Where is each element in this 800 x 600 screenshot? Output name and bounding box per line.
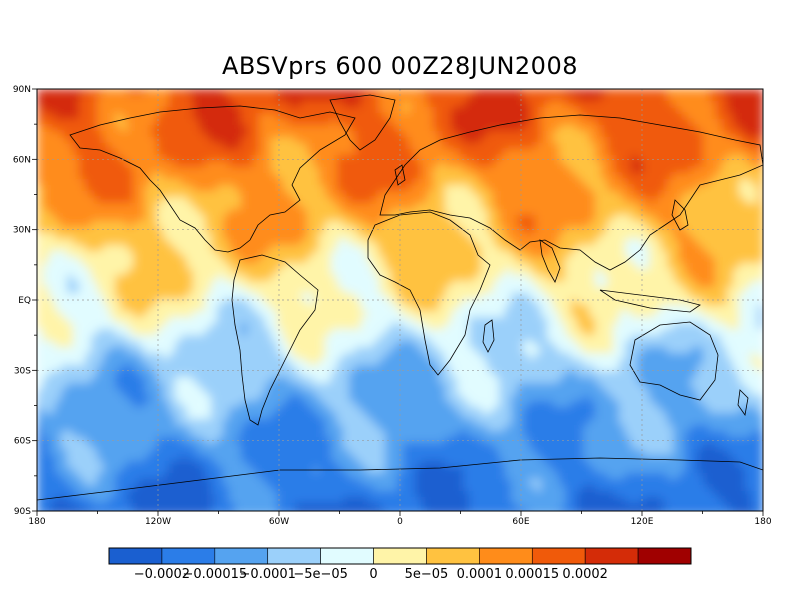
antarctica-coast	[37, 457, 763, 501]
colorbar-swatch	[161, 547, 216, 565]
greenland-coast	[329, 94, 396, 151]
japan-coast	[671, 199, 689, 231]
indonesia-coast	[599, 289, 701, 313]
lon-label: 120E	[631, 517, 654, 527]
longitude-labels: 180 120W 60W 0 60E 120E 180	[28, 517, 771, 527]
colorbar-swatch	[426, 547, 480, 565]
lat-label: 60S	[14, 437, 31, 447]
colorbar-label: 0.0002	[562, 567, 608, 582]
lat-label: 90S	[14, 507, 31, 517]
colorbar-frame	[108, 547, 692, 565]
lon-label: 120W	[145, 517, 171, 527]
lon-label: 180	[28, 517, 45, 527]
south-america-coast	[231, 254, 319, 426]
eurasia-coast	[379, 114, 763, 271]
colorbar-swatch	[479, 547, 533, 565]
colorbar-swatch	[108, 547, 163, 565]
new-zealand-coast	[737, 389, 749, 417]
australia-coast	[629, 321, 719, 401]
lon-label: 0	[397, 517, 403, 527]
lat-label: 60N	[13, 155, 31, 165]
lat-label: EQ	[18, 296, 31, 306]
lat-label: 90N	[13, 85, 31, 95]
colorbar-label: −0.00015	[182, 567, 247, 582]
madagascar-coast	[482, 319, 495, 353]
colorbar-swatch	[214, 547, 269, 565]
colorbar-swatch	[320, 547, 374, 565]
colorbar-label: 5e−05	[405, 567, 449, 582]
colorbar-swatch	[584, 547, 639, 565]
colorbar-label: −0.0002	[134, 567, 190, 582]
lat-label: 30N	[13, 226, 31, 236]
colorbar-swatch	[267, 547, 321, 565]
africa-coast	[367, 211, 491, 376]
colorbar-label: −5e−05	[293, 567, 348, 582]
colorbar-swatch	[531, 547, 586, 565]
india-coast	[539, 239, 561, 283]
lon-label: 60W	[269, 517, 289, 527]
colorbar-swatch	[637, 547, 692, 565]
colorbar-label: 0.0001	[457, 567, 503, 582]
lon-label: 60E	[512, 517, 529, 527]
colorbar	[108, 547, 692, 565]
lon-label: 180	[754, 517, 771, 527]
colorbar-label: 0	[369, 567, 377, 582]
page-title: ABSVprs 600 00Z28JUN2008	[222, 52, 578, 80]
colorbar-label: 0.00015	[505, 567, 559, 582]
uk-coast	[394, 164, 406, 186]
north-america-coast	[69, 105, 356, 253]
graticule	[37, 89, 763, 511]
latitude-labels: 90N 60N 30N EQ 30S 60S 90S	[13, 85, 31, 517]
colorbar-labels: −0.0002−0.00015−0.0001−5e−05 0 5e−05 0.0001…	[134, 567, 608, 582]
absv-field	[37, 89, 763, 511]
axis-ticks	[32, 88, 764, 516]
colorbar-label: −0.0001	[240, 567, 296, 582]
lat-label: 30S	[14, 366, 31, 376]
coastlines	[37, 94, 763, 501]
colorbar-swatch	[373, 547, 427, 565]
